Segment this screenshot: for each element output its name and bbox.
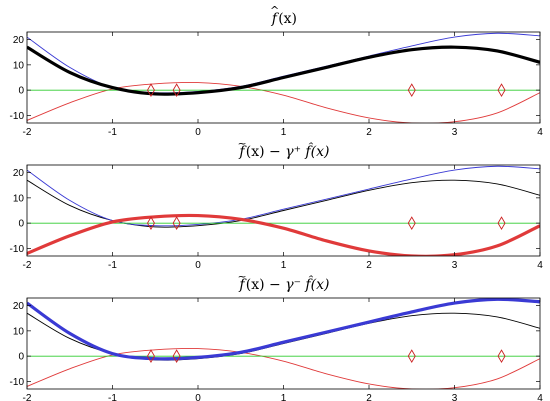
series-line-lower — [27, 213, 540, 256]
title-expression: − γ⁺ f̂(x) — [265, 142, 330, 160]
point-marker — [497, 349, 506, 364]
series-line-lower — [27, 81, 540, 123]
x-tick-label: 0 — [195, 393, 201, 401]
x-tick-label: 4 — [537, 260, 543, 271]
y-tick-label: 10 — [13, 193, 25, 204]
series-line-fhat — [27, 45, 540, 96]
x-tick-label: 0 — [195, 127, 201, 138]
x-tick-label: 3 — [452, 393, 458, 401]
y-tick-label: -10 — [10, 377, 25, 388]
point-marker — [146, 83, 155, 98]
x-tick-label: 4 — [537, 127, 543, 138]
series-line-upper — [27, 298, 540, 361]
series-line-fhat — [27, 312, 540, 361]
chart-title: f^(x) — [270, 4, 297, 27]
title-function: f — [238, 144, 247, 160]
plot-area — [27, 165, 540, 256]
y-tick-label: 0 — [18, 86, 24, 97]
point-marker — [172, 216, 181, 231]
x-tick-label: -1 — [108, 393, 117, 401]
title-argument: (x) — [278, 11, 297, 27]
y-tick-label: 0 — [18, 219, 24, 230]
y-tick-label: -10 — [10, 244, 25, 255]
point-marker — [407, 349, 416, 364]
title-accent: ~ — [238, 137, 247, 150]
title-expression: − γ⁻ f̂(x) — [265, 275, 330, 293]
title-accent: ~ — [238, 270, 247, 283]
title-accent: ^ — [270, 4, 279, 17]
title-function: f — [271, 11, 280, 27]
point-marker — [407, 216, 416, 231]
plot-area — [27, 32, 540, 123]
x-tick-label: 2 — [366, 260, 372, 271]
x-tick-label: 1 — [281, 260, 287, 271]
x-tick-label: 4 — [537, 393, 543, 401]
x-tick-label: 2 — [366, 393, 372, 401]
point-marker — [146, 216, 155, 231]
x-tick-label: 3 — [452, 127, 458, 138]
x-tick-label: -1 — [108, 127, 117, 138]
x-tick-label: -2 — [23, 393, 32, 401]
title-function: f — [238, 277, 247, 293]
title-argument: (x) — [246, 144, 265, 160]
point-marker — [497, 83, 506, 98]
title-argument: (x) — [246, 277, 265, 293]
x-tick-label: 1 — [281, 393, 287, 401]
series-line-lower — [27, 347, 540, 389]
series-line-fhat — [27, 179, 540, 228]
series-line-upper — [27, 165, 540, 227]
y-tick-label: 10 — [13, 60, 25, 71]
point-marker — [146, 349, 155, 364]
x-tick-label: 1 — [281, 127, 287, 138]
x-tick-label: -2 — [23, 260, 32, 271]
x-tick-label: -1 — [108, 260, 117, 271]
point-marker — [497, 216, 506, 231]
y-tick-label: 0 — [18, 352, 24, 363]
plot-area — [27, 298, 540, 389]
x-tick-label: -2 — [23, 127, 32, 138]
y-tick-label: -10 — [10, 111, 25, 122]
x-tick-label: 3 — [452, 260, 458, 271]
y-tick-label: 10 — [13, 326, 25, 337]
x-tick-label: 0 — [195, 260, 201, 271]
point-marker — [407, 83, 416, 98]
point-marker — [172, 83, 181, 98]
point-marker — [172, 349, 181, 364]
chart-title: f~(x) − γ⁺ f̂(x) — [238, 137, 330, 160]
y-tick-label: 20 — [13, 301, 25, 312]
chart-title: f~(x) − γ⁻ f̂(x) — [238, 270, 330, 293]
x-tick-label: 2 — [366, 127, 372, 138]
y-tick-label: 20 — [13, 35, 25, 46]
y-tick-label: 20 — [13, 168, 25, 179]
